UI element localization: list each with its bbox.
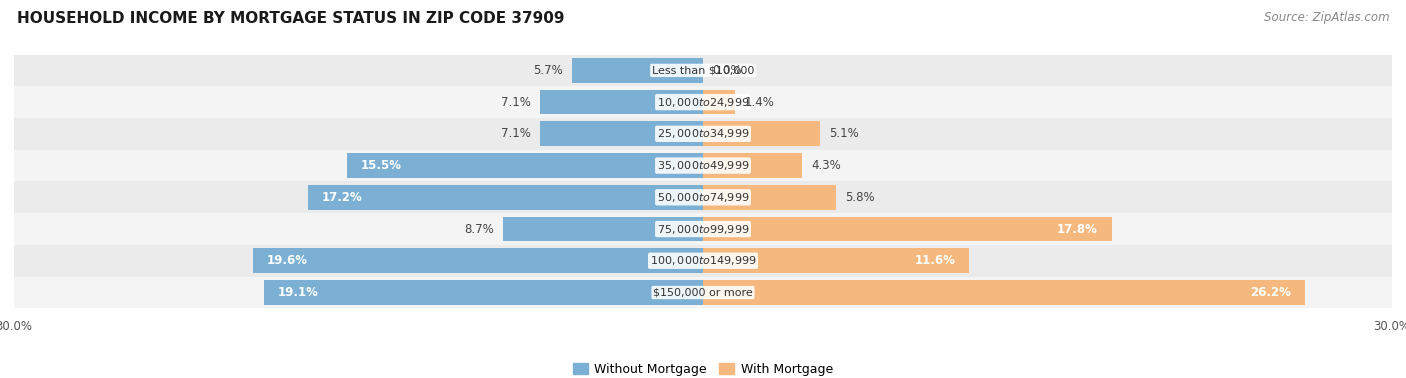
Text: $150,000 or more: $150,000 or more	[654, 288, 752, 297]
Text: 7.1%: 7.1%	[501, 96, 531, 108]
Bar	[14, 54, 1392, 86]
Text: $75,000 to $99,999: $75,000 to $99,999	[657, 223, 749, 235]
Bar	[703, 121, 820, 146]
Bar	[703, 280, 1305, 305]
Text: $35,000 to $49,999: $35,000 to $49,999	[657, 159, 749, 172]
Bar	[14, 277, 1392, 308]
Text: 1.4%: 1.4%	[744, 96, 775, 108]
Bar	[540, 90, 703, 115]
Bar	[14, 118, 1392, 150]
Bar	[703, 185, 837, 210]
Text: 26.2%: 26.2%	[1250, 286, 1291, 299]
Bar	[572, 58, 703, 83]
Bar	[14, 245, 1392, 277]
Bar	[14, 213, 1392, 245]
Text: $25,000 to $34,999: $25,000 to $34,999	[657, 127, 749, 140]
Text: 19.6%: 19.6%	[267, 254, 308, 267]
Bar	[264, 280, 703, 305]
Bar	[347, 153, 703, 178]
Bar	[540, 121, 703, 146]
Text: Less than $10,000: Less than $10,000	[652, 65, 754, 75]
Text: 17.8%: 17.8%	[1057, 223, 1098, 235]
Text: 4.3%: 4.3%	[811, 159, 841, 172]
Text: 5.1%: 5.1%	[830, 127, 859, 140]
Bar	[14, 150, 1392, 181]
Text: HOUSEHOLD INCOME BY MORTGAGE STATUS IN ZIP CODE 37909: HOUSEHOLD INCOME BY MORTGAGE STATUS IN Z…	[17, 11, 564, 26]
Bar	[703, 90, 735, 115]
Text: $100,000 to $149,999: $100,000 to $149,999	[650, 254, 756, 267]
Text: $50,000 to $74,999: $50,000 to $74,999	[657, 191, 749, 204]
Bar	[14, 181, 1392, 213]
Bar	[14, 86, 1392, 118]
Text: 0.0%: 0.0%	[713, 64, 742, 77]
Text: 7.1%: 7.1%	[501, 127, 531, 140]
Text: 17.2%: 17.2%	[322, 191, 363, 204]
Bar	[503, 217, 703, 242]
Legend: Without Mortgage, With Mortgage: Without Mortgage, With Mortgage	[568, 358, 838, 378]
Bar	[253, 248, 703, 273]
Bar	[703, 153, 801, 178]
Text: $10,000 to $24,999: $10,000 to $24,999	[657, 96, 749, 108]
Text: 19.1%: 19.1%	[278, 286, 319, 299]
Text: 5.7%: 5.7%	[533, 64, 562, 77]
Bar	[703, 248, 969, 273]
Bar	[703, 217, 1112, 242]
Text: 11.6%: 11.6%	[915, 254, 956, 267]
Text: 8.7%: 8.7%	[464, 223, 494, 235]
Text: Source: ZipAtlas.com: Source: ZipAtlas.com	[1264, 11, 1389, 24]
Text: 5.8%: 5.8%	[845, 191, 875, 204]
Bar	[308, 185, 703, 210]
Text: 15.5%: 15.5%	[361, 159, 402, 172]
